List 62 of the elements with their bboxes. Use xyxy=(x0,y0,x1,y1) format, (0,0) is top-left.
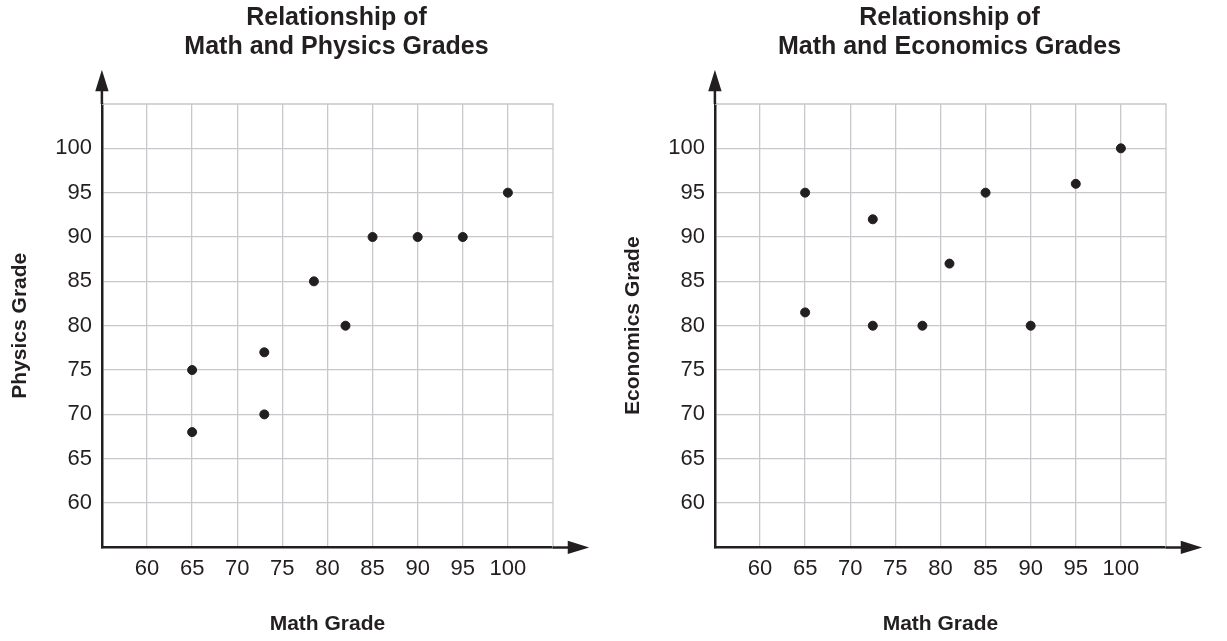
y-tick-label: 60 xyxy=(680,489,705,515)
x-tick-label: 60 xyxy=(747,554,773,580)
x-tick-label: 90 xyxy=(405,554,430,580)
x-tick-label: 85 xyxy=(973,554,998,580)
x-tick-label: 60 xyxy=(134,554,160,580)
point xyxy=(1115,143,1126,154)
point xyxy=(259,347,270,358)
x-tick-label: 80 xyxy=(315,554,340,580)
point xyxy=(187,365,198,376)
x-tick-label: 70 xyxy=(224,554,250,580)
y-tick-label: 100 xyxy=(668,134,705,160)
y-tick-label: 80 xyxy=(67,311,92,337)
x-axis-title: Math Grade xyxy=(882,611,999,635)
x-tick-label: 95 xyxy=(450,554,476,580)
point xyxy=(412,232,423,243)
x-tick-label: 90 xyxy=(1018,554,1043,580)
y-tick-label: 75 xyxy=(680,356,705,382)
y-axis-title: Economics Grade xyxy=(620,236,644,415)
point xyxy=(800,187,811,198)
y-tick-label: 70 xyxy=(680,400,705,426)
point xyxy=(457,232,468,243)
y-tick-label: 75 xyxy=(67,356,92,382)
y-tick-label: 95 xyxy=(680,178,705,204)
y-tick-label: 80 xyxy=(680,311,705,337)
y-tick-label: 90 xyxy=(680,223,705,249)
x-tick-label: 80 xyxy=(928,554,953,580)
x-tick-label: 75 xyxy=(883,554,908,580)
point xyxy=(867,320,878,331)
x-tick-label: 75 xyxy=(270,554,295,580)
point xyxy=(259,409,270,420)
point xyxy=(340,320,351,331)
x-tick-label: 65 xyxy=(179,554,205,580)
point xyxy=(1070,178,1081,189)
y-tick-label: 85 xyxy=(67,267,92,293)
chart-title: Relationship of Math and Economics Grades xyxy=(776,2,1123,60)
point xyxy=(800,307,811,318)
x-tick-label: 95 xyxy=(1063,554,1089,580)
y-tick-label: 85 xyxy=(680,267,705,293)
point xyxy=(308,276,319,287)
y-tick-label: 70 xyxy=(67,400,92,426)
y-tick-label: 95 xyxy=(67,178,92,204)
point xyxy=(1025,320,1036,331)
chart-title: Relationship of Math and Physics Grades xyxy=(183,2,490,60)
point xyxy=(944,258,955,269)
point xyxy=(502,187,513,198)
x-tick-label: 70 xyxy=(837,554,863,580)
point xyxy=(187,427,198,438)
point xyxy=(980,187,991,198)
point xyxy=(367,232,378,243)
x-tick-label: 100 xyxy=(1102,554,1140,580)
y-tick-label: 65 xyxy=(680,444,705,470)
y-tick-label: 65 xyxy=(67,444,92,470)
x-tick-label: 85 xyxy=(360,554,385,580)
y-tick-label: 100 xyxy=(55,134,92,160)
x-axis-title: Math Grade xyxy=(269,611,386,635)
y-axis-title: Physics Grade xyxy=(7,252,31,399)
x-tick-label: 65 xyxy=(792,554,818,580)
point xyxy=(917,320,928,331)
point xyxy=(867,214,878,225)
x-tick-label: 100 xyxy=(489,554,527,580)
y-tick-label: 60 xyxy=(67,489,92,515)
y-tick-label: 90 xyxy=(67,223,92,249)
